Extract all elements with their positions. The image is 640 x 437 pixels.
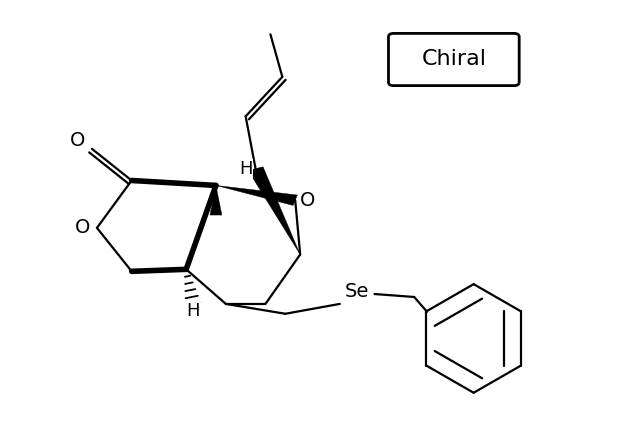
- Polygon shape: [216, 185, 298, 205]
- Text: O: O: [69, 132, 85, 150]
- Text: H: H: [239, 160, 252, 178]
- Text: H: H: [186, 302, 200, 320]
- Text: Se: Se: [344, 281, 369, 301]
- Polygon shape: [210, 185, 222, 215]
- FancyBboxPatch shape: [388, 33, 519, 86]
- Text: Chiral: Chiral: [421, 49, 486, 69]
- Polygon shape: [248, 167, 300, 254]
- Text: O: O: [300, 191, 315, 210]
- Text: O: O: [74, 218, 90, 237]
